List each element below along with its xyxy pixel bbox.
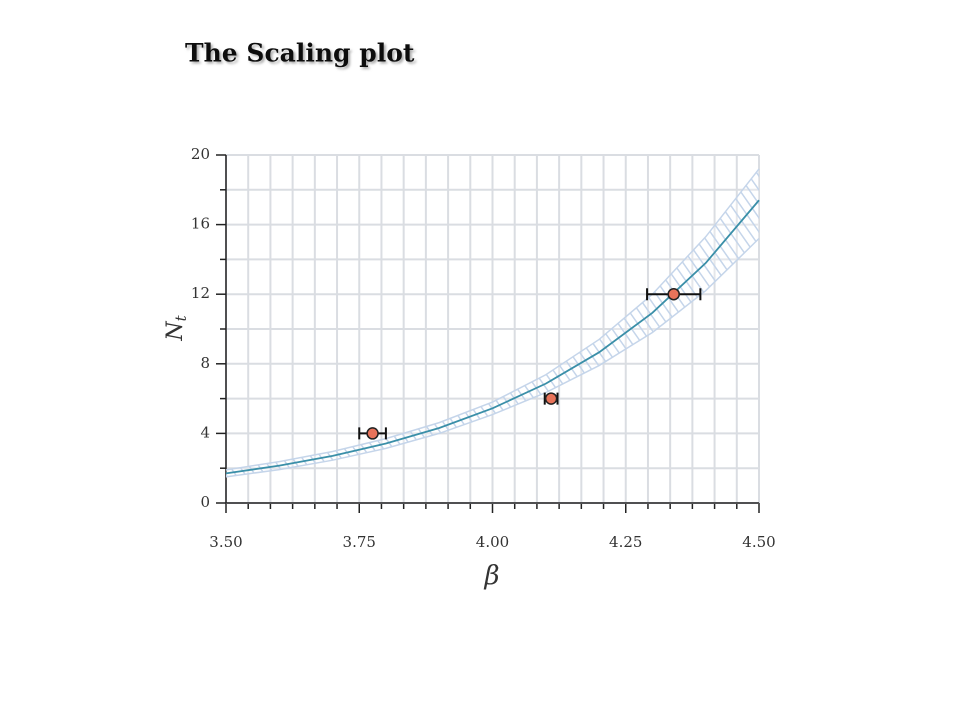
x-tick-label: 4.00 <box>476 533 509 551</box>
y-label-sub: t <box>172 314 190 321</box>
x-tick-label: 4.50 <box>742 533 775 551</box>
band-edge <box>225 237 760 478</box>
y-tick-label: 0 <box>200 493 210 511</box>
y-label-main: N <box>163 321 188 342</box>
plot-area: 3.50 3.75 4.00 4.25 4.50 0 4 8 12 16 20 <box>191 145 776 551</box>
y-tick-label: 16 <box>191 215 210 233</box>
y-axis-label: Nt <box>163 314 190 341</box>
chart-title: The Scaling plot <box>185 39 415 68</box>
y-tick-label: 12 <box>191 284 210 302</box>
data-point <box>366 427 379 440</box>
x-axis-label: β <box>483 561 499 591</box>
x-tick-label: 3.75 <box>343 533 376 551</box>
y-tick-label: 4 <box>200 423 210 441</box>
y-tick-label: 8 <box>200 354 210 372</box>
band-edge <box>225 168 760 471</box>
x-tick-label: 3.50 <box>209 533 242 551</box>
x-tick-label: 4.25 <box>609 533 642 551</box>
data-point <box>544 392 558 405</box>
y-tick-label: 20 <box>191 145 210 163</box>
data-point <box>667 287 680 301</box>
uncertainty-band <box>226 168 759 477</box>
